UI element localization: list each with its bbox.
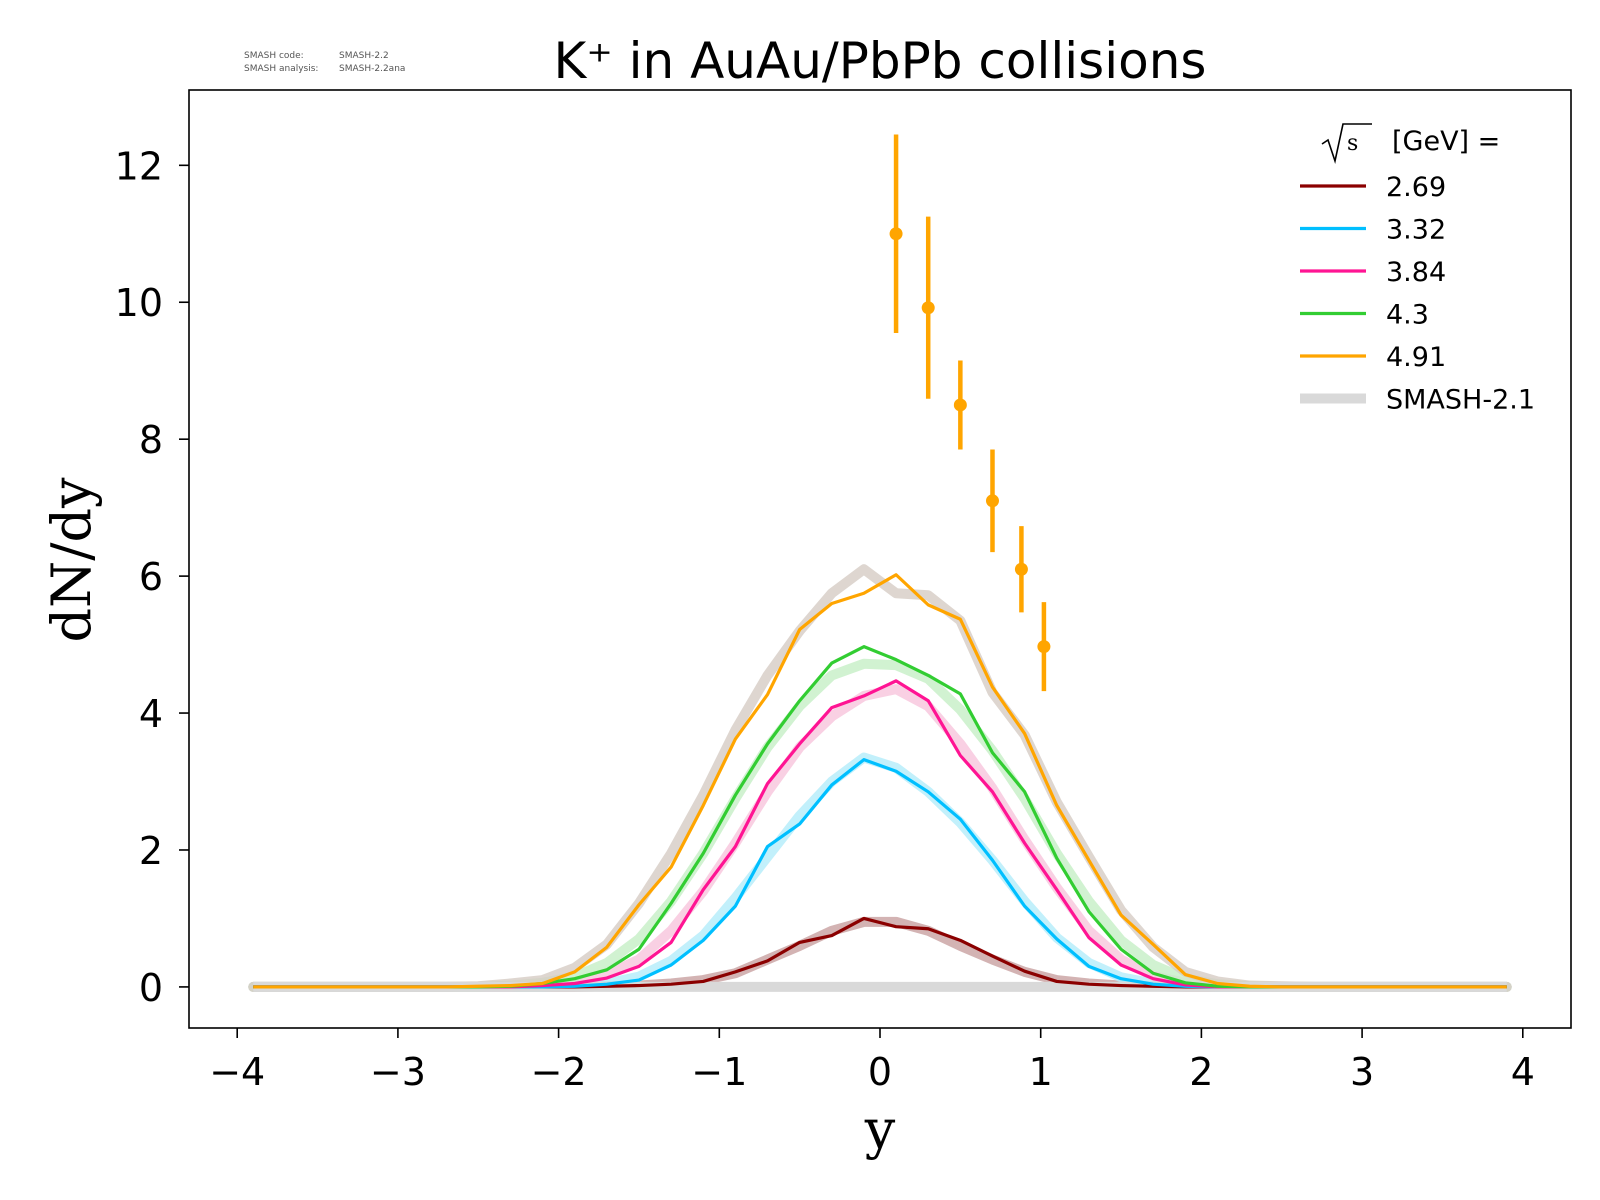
data-point bbox=[889, 227, 903, 241]
sqrt-radical-icon bbox=[1321, 123, 1372, 165]
chart-title: K⁺ in AuAu/PbPb collisions bbox=[554, 32, 1207, 90]
legend-label: 4.3 bbox=[1386, 300, 1429, 331]
reference-band-2-69 bbox=[248, 916, 1512, 992]
data-point bbox=[985, 494, 999, 508]
series-line-4-91 bbox=[253, 573, 1507, 989]
data-point bbox=[921, 301, 935, 315]
x-axis-ticks: −4 −3 −2 −1 0 1 2 3 4 bbox=[209, 1028, 1535, 1094]
series-line-3-84 bbox=[253, 679, 1507, 989]
x-tick-label: −1 bbox=[691, 1050, 747, 1094]
legend-label: 3.84 bbox=[1386, 257, 1446, 288]
plot-area bbox=[248, 134, 1512, 992]
y-tick-label: 6 bbox=[139, 555, 163, 599]
x-tick-label: −2 bbox=[531, 1050, 587, 1094]
reference-band-3-32 bbox=[248, 752, 1512, 992]
x-tick-label: 3 bbox=[1350, 1050, 1374, 1094]
y-axis-ticks: 0 2 4 6 8 10 12 bbox=[115, 144, 189, 1010]
data-point bbox=[1014, 562, 1028, 576]
y-tick-label: 2 bbox=[139, 829, 163, 873]
y-tick-label: 10 bbox=[115, 281, 163, 325]
legend-label: 3.32 bbox=[1386, 215, 1446, 246]
x-tick-label: −4 bbox=[209, 1050, 265, 1094]
data-point bbox=[1037, 640, 1051, 654]
y-tick-label: 8 bbox=[139, 418, 163, 462]
series-line-2-69 bbox=[253, 916, 1507, 989]
legend-label: SMASH-2.1 bbox=[1386, 385, 1535, 416]
legend-title: s [GeV] = bbox=[1321, 123, 1500, 165]
legend-title-text: [GeV] = bbox=[1392, 126, 1500, 157]
x-tick-label: 4 bbox=[1511, 1050, 1535, 1094]
legend-entries: 2.69 3.32 3.84 4.3 4.91 SMASH-2.1 bbox=[1300, 172, 1535, 416]
y-tick-label: 0 bbox=[139, 966, 163, 1010]
smash-analysis-value: SMASH-2.2ana bbox=[339, 64, 405, 74]
x-axis-label: y bbox=[864, 1098, 896, 1161]
plot-inner bbox=[248, 134, 1512, 992]
y-tick-label: 4 bbox=[139, 692, 163, 736]
reference-band-3-84 bbox=[248, 684, 1512, 992]
smash-code-label: SMASH code: bbox=[244, 51, 304, 61]
x-tick-label: 2 bbox=[1189, 1050, 1213, 1094]
x-tick-label: 1 bbox=[1029, 1050, 1053, 1094]
x-tick-label: −3 bbox=[370, 1050, 426, 1094]
y-tick-label: 12 bbox=[115, 144, 163, 188]
smash-code-value: SMASH-2.2 bbox=[339, 51, 389, 61]
axes-frame bbox=[188, 89, 1572, 1029]
x-tick-label: 0 bbox=[868, 1050, 892, 1094]
legend-label: 4.91 bbox=[1386, 342, 1446, 373]
legend: s [GeV] = 2.69 3.32 3.84 4.3 4.91 SMASH-2.1 bbox=[1300, 123, 1535, 416]
data-point bbox=[953, 398, 967, 412]
legend-label: 2.69 bbox=[1386, 172, 1446, 203]
series-line-3-32 bbox=[253, 758, 1507, 989]
legend-title-symbol-s: s bbox=[1347, 131, 1358, 156]
series-line-4-3 bbox=[253, 645, 1507, 989]
y-axis-label: dN/dy bbox=[40, 477, 103, 643]
smash-version-info: SMASH code: SMASH-2.2 SMASH analysis: SM… bbox=[244, 51, 405, 74]
smash-analysis-label: SMASH analysis: bbox=[244, 64, 318, 74]
reference-band-4-3 bbox=[248, 658, 1512, 992]
